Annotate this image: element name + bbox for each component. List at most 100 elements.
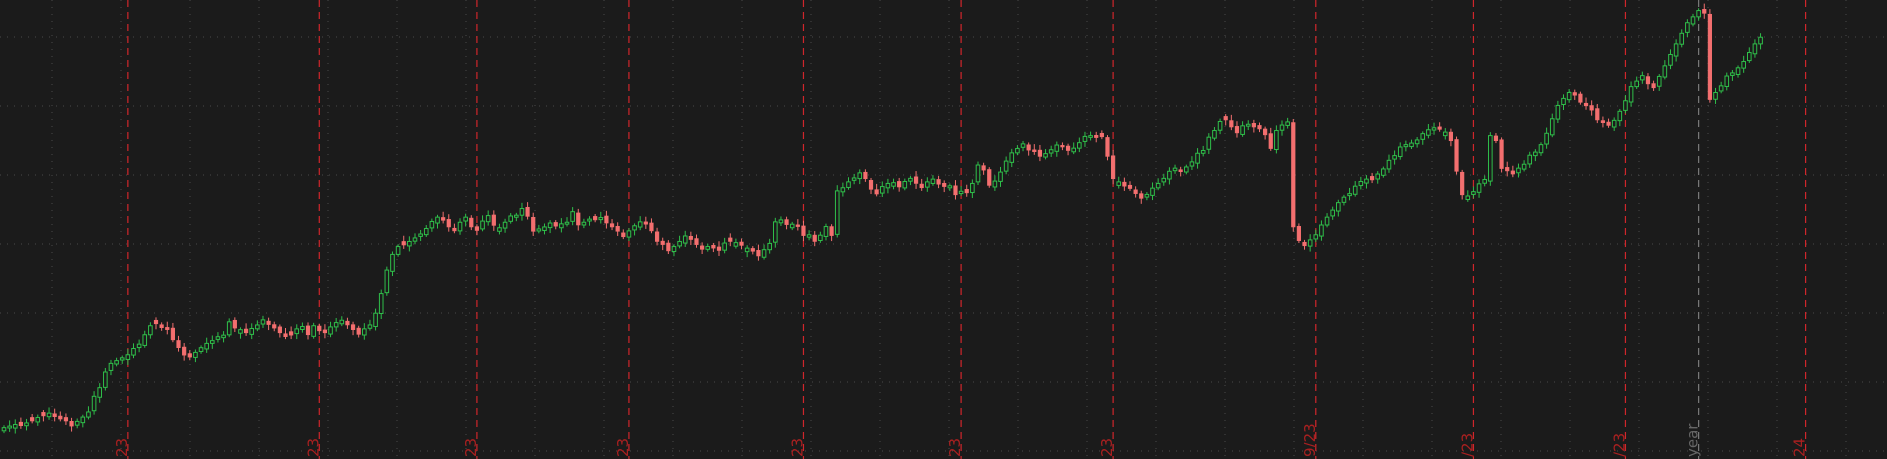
candle-body-up (435, 216, 440, 224)
candle-body-down (1510, 170, 1515, 175)
candle-body-down (401, 241, 406, 246)
candle-body-down (1448, 131, 1454, 142)
candle-body-up (632, 225, 637, 231)
candle-body-up (1144, 193, 1150, 198)
candle-body-down (1572, 92, 1577, 96)
candle-body-up (1426, 129, 1431, 136)
candle-body-down (441, 217, 446, 221)
candle-body-down (153, 319, 159, 325)
candle-body-up (136, 343, 142, 349)
candle-body-up (1206, 136, 1212, 150)
candle-body-down (283, 333, 288, 338)
candle-body-up (823, 226, 829, 237)
candle-body-down (1460, 171, 1465, 196)
candle-body-down (987, 169, 992, 186)
candle-body-up (1741, 61, 1746, 69)
candle-body-down (700, 245, 705, 250)
candle-body-down (30, 417, 35, 422)
candle-body-up (1713, 92, 1718, 100)
event-date-label: 23 (304, 438, 322, 457)
candle-body-down (18, 421, 23, 427)
candle-body-up (851, 177, 857, 181)
candle-body-up (547, 222, 553, 229)
candle-body-up (80, 416, 86, 424)
candle-body-down (1099, 132, 1104, 138)
candle-body-up (1758, 36, 1763, 45)
candle-body-up (1718, 85, 1724, 92)
bottom-date-labels: 23 23 23 23 23 23 23 9/23/23/23 24 year (113, 423, 1809, 457)
candle-body-up (840, 187, 846, 193)
candle-body-up (947, 185, 953, 189)
candle-body-up (1611, 119, 1617, 128)
candle-body-up (587, 218, 592, 222)
candle-body-up (1381, 168, 1386, 176)
candle-body-up (1071, 147, 1077, 153)
candle-body-down (711, 245, 716, 249)
candle-body-up (1336, 202, 1341, 212)
candle-body-up (998, 171, 1003, 182)
candle-body-up (210, 340, 215, 344)
candle-body-up (1167, 170, 1172, 180)
candle-body-up (103, 371, 108, 388)
candle-body-up (1538, 144, 1544, 154)
candle-body-up (1442, 131, 1448, 137)
candle-body-up (1420, 133, 1426, 140)
candle-body-up (834, 190, 840, 235)
candle-body-up (1403, 144, 1409, 148)
event-date-label: 23 (946, 438, 964, 457)
candle-body-down (728, 237, 733, 242)
candle-body-down (187, 353, 192, 358)
candle-body-down (170, 327, 176, 341)
candle-body-up (1161, 177, 1167, 183)
candle-body-up (1544, 132, 1549, 145)
candle-body-up (1476, 183, 1482, 193)
candle-body-down (868, 180, 874, 190)
candle-body-up (480, 220, 485, 230)
event-date-label: 23 (462, 438, 480, 457)
candle-body-up (384, 269, 390, 294)
candle-body-up (1324, 216, 1330, 226)
candle-body-up (485, 215, 491, 223)
candle-body-down (452, 227, 457, 232)
candle-body-up (514, 214, 519, 218)
candle-body-up (1471, 191, 1476, 195)
candle-body-down (1229, 120, 1234, 128)
candle-body-up (1319, 224, 1324, 237)
candle-body-down (1139, 193, 1144, 199)
candle-body-up (412, 237, 418, 242)
candle-body-up (671, 246, 677, 252)
candle-body-up (682, 235, 688, 244)
candle-body-up (1048, 149, 1054, 154)
candle-body-up (1409, 142, 1414, 148)
event-date-label: 23 (614, 438, 632, 457)
candle-body-down (1589, 105, 1594, 111)
candle-body-up (395, 246, 401, 255)
candle-body-down (942, 182, 947, 187)
candle-body-up (1020, 143, 1026, 148)
candle-body-down (1234, 126, 1240, 134)
candle-body-up (1341, 196, 1347, 203)
candle-body-down (1302, 241, 1307, 247)
candle-body-up (1088, 135, 1093, 138)
event-date-label: 23 (1098, 438, 1116, 457)
candle-body-up (131, 347, 136, 356)
candle-body-down (305, 325, 311, 336)
candle-body-down (981, 165, 986, 171)
candle-body-up (1054, 144, 1060, 152)
candle-body-up (767, 242, 772, 251)
candle-body-up (362, 328, 367, 336)
candle-body-down (322, 329, 328, 334)
candle-body-up (255, 324, 260, 330)
candle-body-up (1240, 125, 1245, 135)
candle-body-up (108, 362, 114, 371)
candle-body-down (1133, 189, 1138, 194)
candle-body-up (992, 180, 998, 188)
candle-body-up (891, 182, 896, 187)
candle-body-down (874, 189, 879, 195)
candle-body-down (1178, 169, 1183, 172)
candle-body-down (317, 325, 322, 332)
candle-body-up (502, 221, 508, 229)
candle-body-up (1465, 195, 1471, 201)
candle-body-up (418, 233, 423, 237)
candle-body-down (289, 331, 294, 336)
